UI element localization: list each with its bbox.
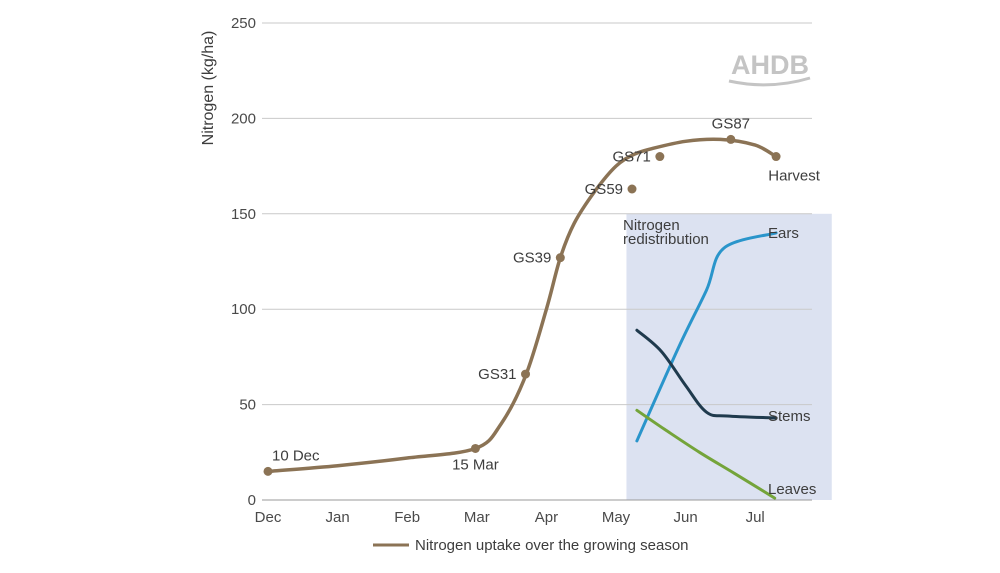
series-label-stems: Stems xyxy=(768,408,811,425)
y-tick-label: 200 xyxy=(231,110,256,127)
legend: Nitrogen uptake over the growing season xyxy=(373,537,689,554)
data-point-marker xyxy=(555,253,565,263)
shaded-region-label-line1: Nitrogen xyxy=(623,217,680,234)
svg-text:AHDB: AHDB xyxy=(731,50,809,80)
data-point-marker xyxy=(655,152,665,162)
series-label-leaves: Leaves xyxy=(768,481,816,498)
x-tick-label: Jul xyxy=(746,509,765,526)
data-point-marker xyxy=(263,466,273,476)
data-point-marker xyxy=(771,152,781,162)
x-tick-label: Apr xyxy=(535,509,558,526)
shaded-region-label-line2: redistribution xyxy=(623,231,709,248)
y-axis-label: Nitrogen (kg/ha) xyxy=(200,31,217,146)
series-label-ears: Ears xyxy=(768,225,799,242)
y-tick-label: 250 xyxy=(231,15,256,32)
data-point-marker xyxy=(470,443,480,453)
data-point-label: GS31 xyxy=(478,366,516,383)
y-tick-label: 50 xyxy=(239,397,256,414)
y-tick-label: 0 xyxy=(248,492,256,509)
y-tick-label: 150 xyxy=(231,206,256,223)
redistribution-region xyxy=(626,213,832,501)
x-tick-label: Feb xyxy=(394,509,420,526)
data-point-marker xyxy=(726,134,736,144)
data-point-label: GS59 xyxy=(585,181,623,198)
x-tick-label: May xyxy=(602,509,631,526)
y-tick-label: 100 xyxy=(231,301,256,318)
series-line-leaves xyxy=(635,408,777,500)
legend-label: Nitrogen uptake over the growing season xyxy=(415,537,689,554)
series-line-ears xyxy=(635,231,778,443)
x-tick-label: Jan xyxy=(326,509,350,526)
x-tick-label: Dec xyxy=(255,509,282,526)
ahdb-logo: AHDB xyxy=(728,50,811,87)
data-point-label: GS87 xyxy=(712,115,750,132)
series-line-stems xyxy=(635,328,778,420)
x-tick-label: Mar xyxy=(464,509,490,526)
data-point-label: Harvest xyxy=(768,168,821,185)
data-point-label: GS39 xyxy=(513,250,551,267)
data-point-label: 15 Mar xyxy=(452,456,499,473)
data-point-label: 10 Dec xyxy=(272,447,320,464)
data-point-marker xyxy=(521,369,531,379)
series-line-nitrogen xyxy=(266,137,778,474)
data-point-label: GS71 xyxy=(612,149,650,166)
data-point-marker xyxy=(627,184,637,194)
x-tick-label: Jun xyxy=(674,509,698,526)
